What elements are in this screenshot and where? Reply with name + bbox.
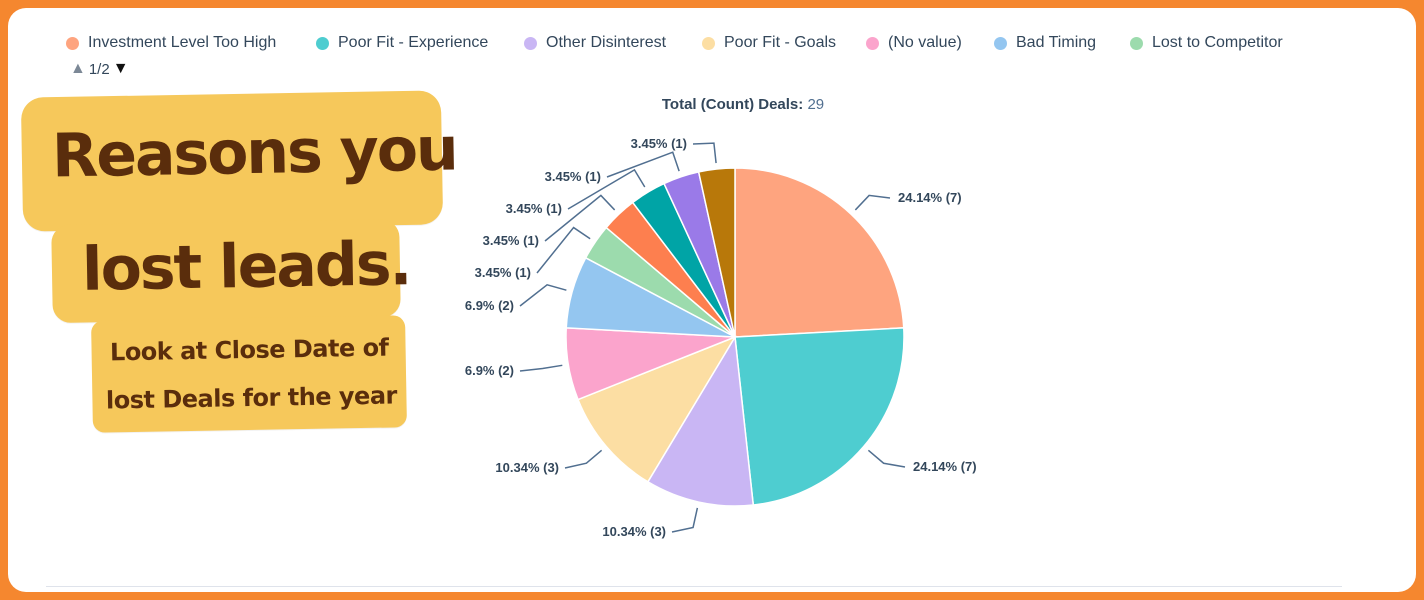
legend-item[interactable]: Poor Fit - Goals [702,34,836,52]
chart-total-label: Total (Count) Deals: [661,96,804,113]
legend-item[interactable]: (No value) [866,34,962,52]
slice-data-label: 10.34% (3) [602,524,666,539]
slice-leader-line [564,449,603,469]
divider [46,586,1342,587]
legend-label: Poor Fit - Goals [724,34,837,51]
slice-data-label: 3.45% (1) [545,169,601,184]
slice-leader-line [567,168,646,210]
legend-item[interactable]: Poor Fit - Experience [316,34,488,52]
report-card: Investment Level Too High Poor Fit - Expe… [8,8,1416,592]
slice-data-label: 3.45% (1) [475,265,531,280]
legend-swatch-icon [524,36,537,50]
pie-slice[interactable] [734,167,905,338]
legend-swatch-icon [1130,36,1143,50]
legend-swatch-icon [994,36,1007,50]
slice-leader-line [854,194,891,211]
legend-item[interactable]: Other Disinterest [524,34,666,52]
page-indicator: 1/2 [88,60,110,78]
legend-label: Investment Level Too High [88,34,277,51]
subtitle-sticker [91,315,407,433]
slice-leader-line [606,151,680,178]
slice-data-label: 6.9% (2) [465,298,514,313]
legend-label: Lost to Competitor [1152,34,1283,51]
legend-item[interactable]: Lost to Competitor [1130,34,1283,52]
legend-item[interactable]: Investment Level Too High [66,34,276,52]
slice-data-label: 24.14% (7) [913,459,977,474]
slice-data-label: 3.45% (1) [506,201,562,216]
chart-total-value: 29 [807,96,825,113]
slice-leader-line [867,449,906,468]
legend-swatch-icon [866,36,879,50]
slice-leader-line [544,194,616,242]
subtitle-line-2: lost Deals for the year [105,381,398,415]
slice-data-label: 6.9% (2) [465,363,514,378]
slice-data-label: 3.45% (1) [483,233,539,248]
slice-leader-line [519,364,563,372]
pie-slice[interactable] [577,335,737,483]
legend-swatch-icon [316,36,329,50]
legend-label: Poor Fit - Experience [338,34,489,51]
pie-slice[interactable] [697,167,736,338]
subtitle-line-1: Look at Close Date of [109,333,389,367]
slice-data-label: 24.14% (7) [898,190,962,205]
chart-total: Total (Count) Deals: 29 [8,96,1416,113]
slice-leader-line [692,142,717,164]
pie-slice[interactable] [734,327,905,506]
headline-line-1: Reasons you [51,114,458,192]
pie-chart: 24.14% (7) 24.14% (7) 10.34% (3) 10.34% (3)… [465,136,977,539]
legend-label: Bad Timing [1016,34,1097,51]
slice-data-label: 3.45% (1) [631,136,687,151]
legend-label: Other Disinterest [546,34,667,51]
legend-pager: ▲ 1/2 ▼ [70,60,129,78]
headline-line-2: lost leads. [81,229,411,305]
slice-leader-line [536,226,591,274]
slice-data-label: 10.34% (3) [495,460,559,475]
page-up-icon[interactable]: ▲ [70,60,86,77]
slice-leader-line [671,507,699,533]
legend-swatch-icon [66,36,79,50]
legend-swatch-icon [702,36,715,50]
legend-item[interactable]: Bad Timing [994,34,1096,52]
slice-leader-line [519,284,567,307]
page-down-icon[interactable]: ▼ [112,60,129,77]
pie-slice[interactable] [646,334,755,507]
legend-label: (No value) [888,34,962,51]
